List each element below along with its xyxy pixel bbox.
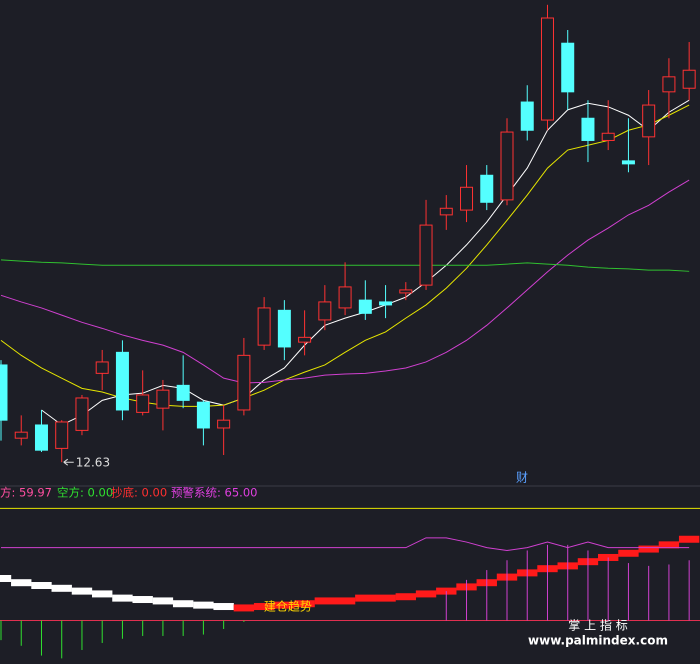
candle-body xyxy=(75,397,89,431)
candle-body xyxy=(480,174,494,203)
candle-body xyxy=(115,351,129,411)
candle-body xyxy=(561,42,575,93)
candle-body xyxy=(540,17,554,121)
moving-average xyxy=(41,99,690,426)
candle-body xyxy=(662,76,676,93)
candle-body xyxy=(419,224,433,286)
trend-step xyxy=(375,594,396,602)
legend-item: 预警系统: 65.00 xyxy=(171,486,257,500)
low-label: 12.63 xyxy=(76,456,110,470)
legend-item: 方: 59.97 xyxy=(0,486,52,500)
moving-average xyxy=(0,179,690,384)
candle-body xyxy=(379,301,393,306)
candle-body xyxy=(439,207,453,216)
trend-step xyxy=(658,541,680,549)
trend-step xyxy=(334,597,356,605)
trend-step xyxy=(618,549,639,557)
trend-step xyxy=(92,590,113,598)
trend-step xyxy=(415,590,437,598)
candle-body xyxy=(621,160,635,165)
candle-body xyxy=(55,421,69,449)
candle-body xyxy=(520,101,534,131)
trend-label: 建仓趋势 xyxy=(264,600,312,614)
candle-body xyxy=(34,424,48,451)
candle-body xyxy=(358,299,372,314)
candle-body xyxy=(237,354,251,411)
candle-body xyxy=(196,401,210,429)
indicator-line xyxy=(1,537,690,551)
candle-body xyxy=(338,286,352,309)
trend-step xyxy=(193,601,214,609)
candle-body xyxy=(601,132,615,141)
trend-step xyxy=(152,597,174,605)
candle-body xyxy=(14,431,28,439)
trend-step xyxy=(71,587,93,595)
watermark: 掌 上 指 标 xyxy=(568,618,627,633)
trend-step xyxy=(294,600,315,608)
trend-step xyxy=(51,584,72,592)
trend-step xyxy=(314,597,336,605)
candle-body xyxy=(156,389,170,409)
candle-body xyxy=(298,336,312,343)
candle-body xyxy=(642,104,656,138)
trend-step xyxy=(11,579,32,587)
trend-step xyxy=(395,593,416,601)
candle-body xyxy=(581,117,595,141)
candle-body xyxy=(682,69,696,89)
trend-step xyxy=(233,604,255,612)
candle-body xyxy=(460,186,474,211)
candle-body xyxy=(277,309,291,348)
moving-average xyxy=(0,104,690,407)
candle-body xyxy=(95,361,109,374)
trend-step xyxy=(31,582,52,590)
trend-step xyxy=(0,574,12,582)
trend-step xyxy=(213,603,234,611)
trend-step xyxy=(355,594,376,602)
low-arrow xyxy=(63,458,74,466)
candle-body xyxy=(217,419,231,429)
trend-step xyxy=(253,603,275,611)
legend-item: 抄底: 0.00 xyxy=(111,486,167,500)
candle-body xyxy=(0,364,8,421)
candle-body xyxy=(318,301,332,321)
trend-step xyxy=(112,594,133,602)
candle-body xyxy=(176,384,190,401)
trend-step xyxy=(132,596,153,604)
trend-step xyxy=(274,601,295,609)
watermark: www.palmindex.com xyxy=(528,634,668,648)
legend-item: 空方: 0.00 xyxy=(57,486,113,500)
trend-step xyxy=(638,545,659,553)
candle-body xyxy=(399,289,413,294)
candle-body xyxy=(257,307,271,346)
annotation: 财 xyxy=(516,471,528,485)
trend-step xyxy=(172,600,194,608)
candle-body xyxy=(136,394,150,413)
candle-body xyxy=(500,131,514,201)
trend-step xyxy=(678,535,700,543)
